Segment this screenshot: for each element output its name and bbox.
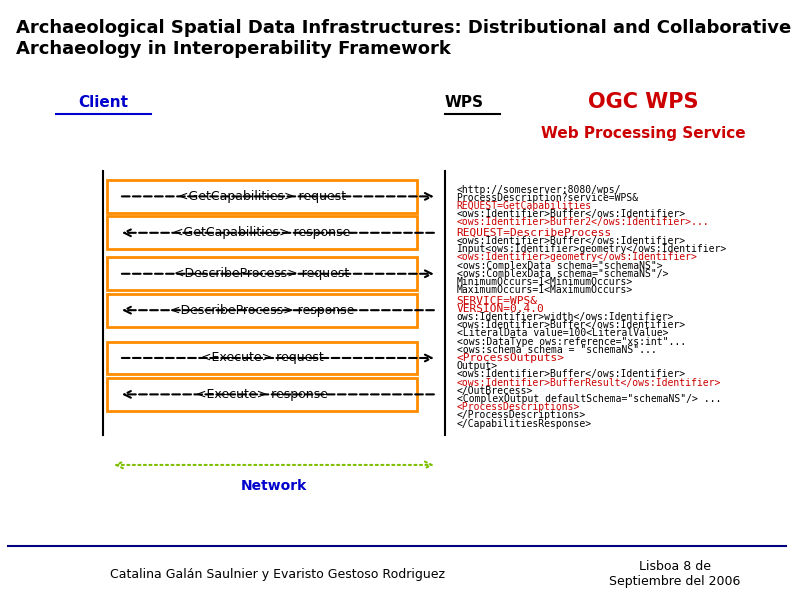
Text: VERSION=0.4.0: VERSION=0.4.0 — [457, 304, 545, 314]
Text: <LiteralData value=100<LiteralValue>: <LiteralData value=100<LiteralValue> — [457, 328, 668, 339]
Text: <ows:DataType ows:reference="xs:int"...: <ows:DataType ows:reference="xs:int"... — [457, 337, 686, 347]
Text: </CapabilitiesResponse>: </CapabilitiesResponse> — [457, 418, 592, 428]
Text: <ows:Identifier>Buffer</ows:Identifier>: <ows:Identifier>Buffer</ows:Identifier> — [457, 236, 686, 246]
Text: <GetCapabilities> request: <GetCapabilities> request — [178, 190, 346, 203]
Text: REQUEST=DescribeProcess: REQUEST=DescribeProcess — [457, 228, 612, 238]
Text: ProcessDescription?service=WPS&: ProcessDescription?service=WPS& — [457, 193, 638, 203]
Text: MaximumOccurs=1<MaximumOccurs>: MaximumOccurs=1<MaximumOccurs> — [457, 285, 633, 295]
Text: <ComplexOutput defaultSchema="schemaNS"/> ...: <ComplexOutput defaultSchema="schemaNS"/… — [457, 394, 721, 404]
FancyBboxPatch shape — [107, 217, 417, 249]
Text: <ProcessDescriptions>: <ProcessDescriptions> — [457, 402, 580, 412]
FancyBboxPatch shape — [107, 342, 417, 374]
Text: Output>: Output> — [457, 361, 498, 371]
Text: <DescribeProcess> request: <DescribeProcess> request — [175, 267, 349, 280]
Text: OGC WPS: OGC WPS — [588, 92, 699, 112]
Text: Archaeological Spatial Data Infrastructures: Distributional and Collaborative
Ar: Archaeological Spatial Data Infrastructu… — [16, 19, 791, 58]
FancyBboxPatch shape — [107, 180, 417, 213]
Text: <ows:Identifier>Buffer</ows:Identifier>: <ows:Identifier>Buffer</ows:Identifier> — [457, 320, 686, 330]
Text: WPS: WPS — [445, 95, 484, 110]
Text: Web Processing Service: Web Processing Service — [541, 126, 746, 141]
Text: Input<ows:Identifier>geometry</ows:Identifier>: Input<ows:Identifier>geometry</ows:Ident… — [457, 244, 727, 254]
FancyBboxPatch shape — [107, 258, 417, 290]
Text: Catalina Galán Saulnier y Evaristo Gestoso Rodriguez: Catalina Galán Saulnier y Evaristo Gesto… — [110, 568, 445, 581]
Text: MinimumOccurs=1<MinimumOccurs>: MinimumOccurs=1<MinimumOccurs> — [457, 277, 633, 287]
Text: ows:Identifier>width</ows:Identifier>: ows:Identifier>width</ows:Identifier> — [457, 312, 674, 322]
Text: <ows:Identifier>Buffer2</ows:Identifier>...: <ows:Identifier>Buffer2</ows:Identifier>… — [457, 217, 709, 227]
FancyBboxPatch shape — [107, 294, 417, 327]
Text: Client: Client — [79, 95, 128, 110]
Text: </OutBrecess>: </OutBrecess> — [457, 386, 533, 396]
Text: REQUEST=GetCapabilities: REQUEST=GetCapabilities — [457, 201, 592, 211]
Text: SERVICE=WPS&: SERVICE=WPS& — [457, 296, 538, 306]
FancyBboxPatch shape — [107, 378, 417, 411]
Text: <ProcessOutputs>: <ProcessOutputs> — [457, 353, 565, 363]
Text: Network: Network — [241, 478, 307, 493]
Text: <ows:schema schema = "schemaNS"...: <ows:schema schema = "schemaNS"... — [457, 345, 657, 355]
Text: <ows:Identifier>BufferResult</ows:Identifier>: <ows:Identifier>BufferResult</ows:Identi… — [457, 378, 721, 387]
Text: <GetCapabilities> response: <GetCapabilities> response — [173, 226, 351, 239]
Text: <ows:ComplexData schema="schemaNS"/>: <ows:ComplexData schema="schemaNS"/> — [457, 269, 668, 279]
Text: <http://someserver:8080/wps/: <http://someserver:8080/wps/ — [457, 184, 621, 195]
Text: <ows:Identifier>geometry</ows:Identifier>: <ows:Identifier>geometry</ows:Identifier… — [457, 252, 697, 262]
Text: <DescribeProcess> response: <DescribeProcess> response — [170, 303, 354, 317]
Text: Lisboa 8 de
Septiembre del 2006: Lisboa 8 de Septiembre del 2006 — [609, 560, 741, 588]
Text: <Execute> request: <Execute> request — [201, 352, 323, 365]
Text: <ows:Identifier>Buffer</ows:Identifier>: <ows:Identifier>Buffer</ows:Identifier> — [457, 209, 686, 219]
Text: </ProcessDescriptions>: </ProcessDescriptions> — [457, 411, 586, 420]
Text: <ows:Identifier>Buffer</ows:Identifier>: <ows:Identifier>Buffer</ows:Identifier> — [457, 369, 686, 380]
Text: <Execute> response: <Execute> response — [196, 388, 328, 401]
Text: <ows:ComplexData schema="schemaNS">: <ows:ComplexData schema="schemaNS"> — [457, 261, 662, 271]
